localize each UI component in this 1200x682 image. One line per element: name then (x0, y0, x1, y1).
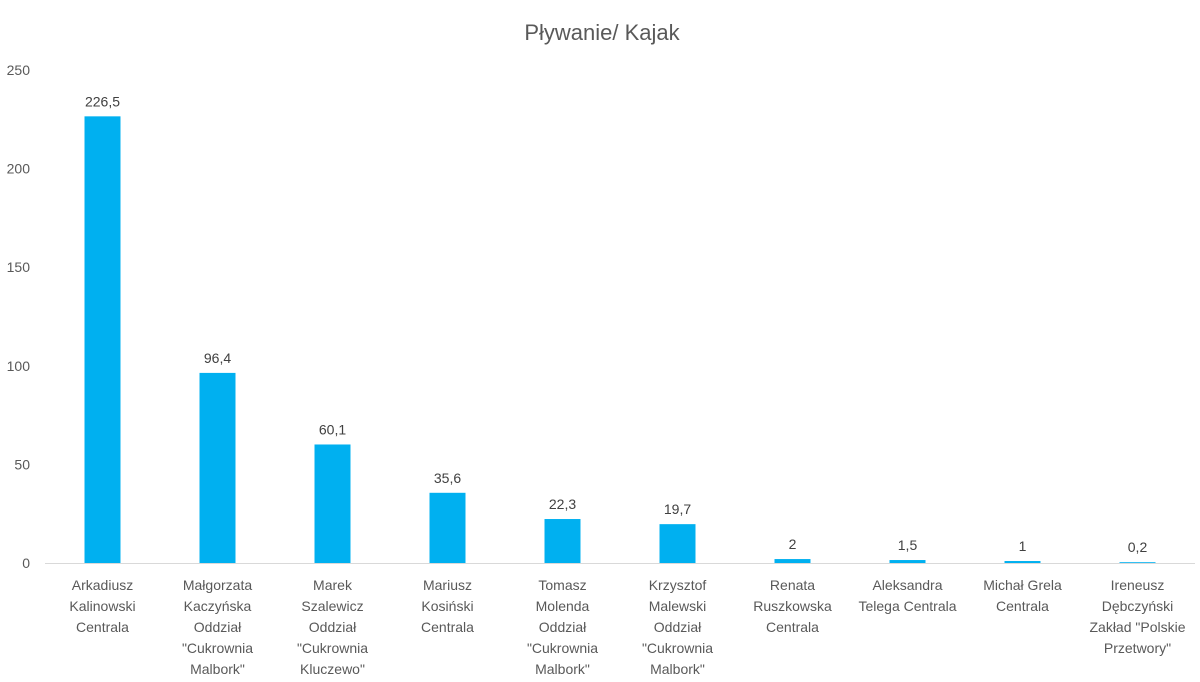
data-label: 22,3 (549, 496, 576, 512)
bar (889, 560, 926, 563)
bar (429, 492, 466, 563)
x-tick-label: Renata Ruszkowska Centrala (753, 577, 832, 635)
x-axis-labels: Arkadiusz Kalinowski Centrala Małgorzata Kac… (69, 577, 1185, 677)
bar (659, 524, 696, 563)
x-tick-label: Ireneusz Dębczyński Zakład "Polskie Przetwo… (1089, 577, 1185, 656)
y-tick-label: 150 (7, 259, 31, 275)
bars (84, 116, 1156, 563)
data-label: 1,5 (898, 537, 918, 553)
bar (1119, 562, 1156, 563)
bar (774, 559, 811, 563)
x-tick-label: Marek Szalewicz Oddział "Cukrownia Kluczewo" (297, 577, 368, 677)
data-label: 0,2 (1128, 539, 1148, 555)
x-tick-label: Michał Grela Centrala (983, 577, 1062, 614)
bar (1004, 561, 1041, 563)
x-tick-label: Mariusz Kosiński Centrala (421, 577, 474, 635)
bar (84, 116, 121, 563)
data-label: 19,7 (664, 501, 691, 517)
data-label: 35,6 (434, 470, 461, 486)
bar (544, 519, 581, 563)
data-labels: 226,5 96,4 60,1 35,6 22,3 19,7 2 1,5 1 0,2 (85, 93, 1147, 555)
bar (314, 444, 351, 563)
data-label: 1 (1019, 538, 1027, 554)
data-label: 60,1 (319, 421, 346, 437)
data-label: 96,4 (204, 350, 231, 366)
x-tick-label: Aleksandra Telega Centrala (858, 577, 956, 614)
x-tick-label: Arkadiusz Kalinowski Centrala (69, 577, 135, 635)
y-tick-label: 50 (14, 456, 30, 472)
x-tick-label: Małgorzata Kaczyńska Oddział "Cukrownia Malb… (182, 577, 253, 677)
y-axis: 0 50 100 150 200 250 (7, 62, 31, 571)
data-label: 226,5 (85, 93, 120, 109)
x-tick-label: Tomasz Molenda Oddział "Cukrownia Malbork" (527, 577, 598, 677)
x-tick-label: Krzysztof Malewski Oddział "Cukrownia Malbor… (642, 577, 713, 677)
y-tick-label: 200 (7, 161, 31, 177)
y-tick-label: 0 (22, 555, 30, 571)
data-label: 2 (789, 536, 797, 552)
y-tick-label: 250 (7, 62, 31, 78)
bar (199, 372, 236, 563)
chart-title: Pływanie/ Kajak (524, 20, 680, 45)
y-tick-label: 100 (7, 358, 31, 374)
